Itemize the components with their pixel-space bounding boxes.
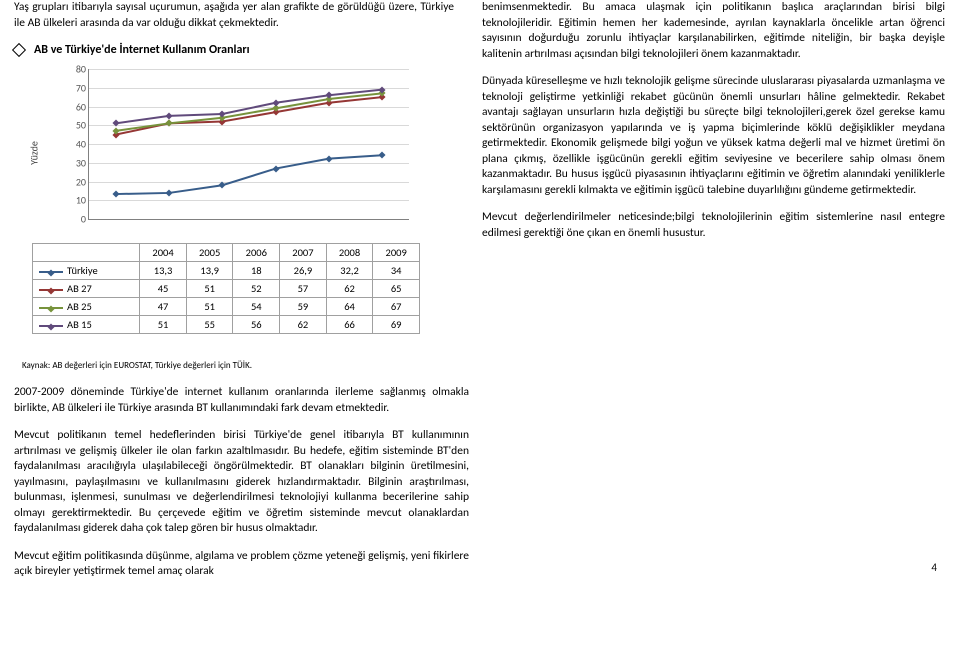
table-cell: 45: [140, 280, 187, 298]
chart-y-axis-label: Yüzde: [27, 141, 40, 165]
legend-series-name: AB 25: [67, 300, 92, 313]
legend-line-icon: [39, 325, 63, 327]
y-tick-label: 0: [66, 213, 86, 226]
right-paragraph-1: benimsenmektedir. Bu amaca ulaşmak için …: [482, 0, 945, 62]
internet-usage-chart: Yüzde 0 10 20 30 40 50 60 70 80 2004200520062007…: [24, 63, 444, 334]
two-column-layout: Yaş grupları itibarıyla sayısal uçurumun…: [0, 0, 959, 342]
left-column: Yaş grupları itibarıyla sayısal uçurumun…: [14, 0, 454, 342]
y-tick-label: 60: [66, 100, 86, 113]
below-chart-block: Kaynak: AB değerleri için EUROSTAT, Türk…: [0, 360, 483, 580]
table-header-cell: 2004: [140, 244, 187, 262]
table-cell: 13,9: [186, 262, 233, 280]
legend-marker-icon: [47, 287, 54, 294]
chart-plot-area: Yüzde 01020304050607080: [60, 63, 420, 243]
table-header-cell: 2008: [326, 244, 373, 262]
chart-series-line: [116, 93, 383, 131]
legend-series-name: AB 15: [67, 318, 92, 331]
y-tick-label: 50: [66, 119, 86, 132]
page: Yaş grupları itibarıyla sayısal uçurumun…: [0, 0, 959, 580]
table-cell: 62: [326, 280, 373, 298]
chart-title: AB ve Türkiye'de İnternet Kullanım Oranl…: [34, 43, 250, 57]
table-header-cell: 2006: [233, 244, 280, 262]
table-series-cell: AB 25: [33, 298, 140, 316]
y-tick-label: 20: [66, 175, 86, 188]
table-series-cell: AB 15: [33, 316, 140, 334]
table-cell: 64: [326, 298, 373, 316]
table-cell: 52: [233, 280, 280, 298]
legend-line-icon: [39, 289, 63, 291]
y-tick-label: 30: [66, 156, 86, 169]
table-series-cell: Türkiye: [33, 262, 140, 280]
chart-section-heading: AB ve Türkiye'de İnternet Kullanım Oranl…: [14, 43, 454, 57]
table-header-cell: 2007: [280, 244, 327, 262]
table-cell: 59: [280, 298, 327, 316]
table-cell: 18: [233, 262, 280, 280]
table-cell: 51: [186, 280, 233, 298]
table-cell: 54: [233, 298, 280, 316]
right-paragraph-3: Mevcut değerlendirilmeler neticesinde;bi…: [482, 210, 945, 241]
table-row: Türkiye 13,313,91826,932,234: [33, 262, 420, 280]
table-cell: 66: [326, 316, 373, 334]
legend-marker-icon: [47, 323, 54, 330]
chart-series-line: [116, 97, 383, 135]
y-tick-label: 40: [66, 138, 86, 151]
intro-paragraph: Yaş grupları itibarıyla sayısal uçurumun…: [14, 0, 454, 31]
table-header-cell: 2009: [373, 244, 420, 262]
table-row: AB 25 475154596467: [33, 298, 420, 316]
table-cell: 67: [373, 298, 420, 316]
legend-marker-icon: [47, 305, 54, 312]
table-cell: 13,3: [140, 262, 187, 280]
table-cell: 62: [280, 316, 327, 334]
below-paragraph-2: Mevcut politikanın temel hedeflerinden b…: [14, 428, 469, 537]
below-paragraph-1: 2007-2009 döneminde Türkiye'de internet …: [14, 385, 469, 416]
table-cell: 26,9: [280, 262, 327, 280]
right-column: benimsenmektedir. Bu amaca ulaşmak için …: [482, 0, 945, 342]
legend-line-icon: [39, 307, 63, 309]
legend-series-name: AB 27: [67, 282, 92, 295]
table-cell: 34: [373, 262, 420, 280]
y-tick-label: 10: [66, 194, 86, 207]
table-cell: 51: [140, 316, 187, 334]
table-row: AB 27 455152576265: [33, 280, 420, 298]
page-number: 4: [931, 561, 937, 574]
legend-marker-icon: [47, 269, 54, 276]
table-cell: 32,2: [326, 262, 373, 280]
chart-source-note: Kaynak: AB değerleri için EUROSTAT, Türk…: [22, 360, 469, 371]
chart-data-table: 200420052006200720082009 Türkiye 13,313,91…: [32, 243, 420, 334]
chart-series-line: [116, 155, 383, 194]
table-cell: 47: [140, 298, 187, 316]
y-tick-label: 80: [66, 63, 86, 76]
y-tick-label: 70: [66, 81, 86, 94]
below-paragraph-3: Mevcut eğitim politikasında düşünme, alg…: [14, 549, 469, 580]
table-cell: 65: [373, 280, 420, 298]
table-header-row: 200420052006200720082009: [33, 244, 420, 262]
table-cell: 57: [280, 280, 327, 298]
bullet-diamond-icon: [12, 43, 26, 57]
right-paragraph-2: Dünyada küreselleşme ve hızlı teknolojik…: [482, 74, 945, 198]
chart-series-lines: [89, 69, 409, 219]
table-header-cell: 2005: [186, 244, 233, 262]
chart-canvas: [88, 69, 409, 220]
chart-series-line: [116, 90, 383, 124]
table-series-cell: AB 27: [33, 280, 140, 298]
table-cell: 69: [373, 316, 420, 334]
table-cell: 56: [233, 316, 280, 334]
table-row: AB 15 515556626669: [33, 316, 420, 334]
legend-line-icon: [39, 271, 63, 273]
table-cell: 55: [186, 316, 233, 334]
legend-series-name: Türkiye: [67, 264, 98, 277]
table-cell: 51: [186, 298, 233, 316]
table-header-blank: [33, 244, 140, 262]
